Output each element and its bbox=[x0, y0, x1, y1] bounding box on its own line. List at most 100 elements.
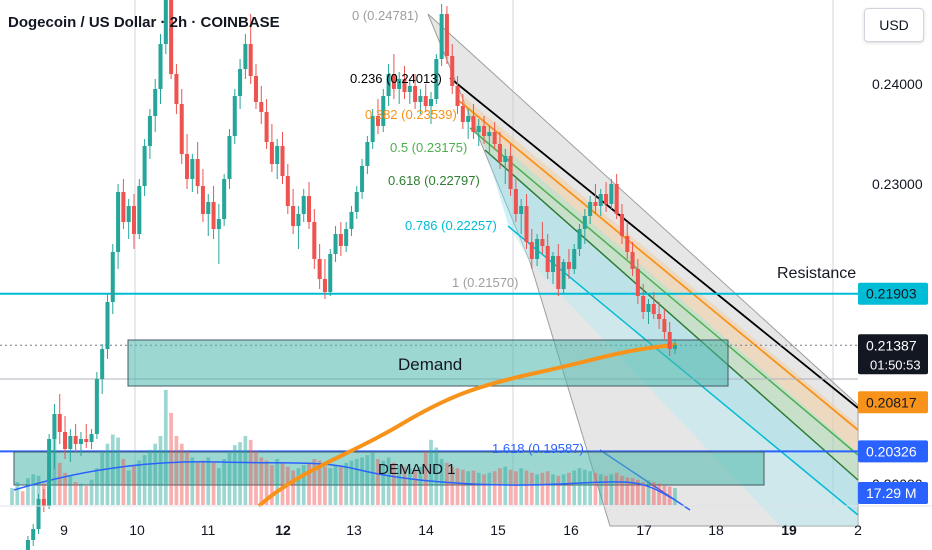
volume-bar bbox=[227, 451, 232, 505]
wave-label: 1 bbox=[200, 249, 207, 263]
volume-bar bbox=[153, 443, 158, 505]
candle-body bbox=[116, 192, 121, 252]
candle-body bbox=[434, 59, 439, 99]
volume-bar bbox=[577, 468, 582, 505]
candle-body bbox=[68, 436, 73, 449]
x-tick-label: 18 bbox=[708, 522, 724, 538]
volume-bar bbox=[423, 451, 428, 505]
x-tick-label: 12 bbox=[275, 522, 291, 538]
volume-bar bbox=[381, 460, 386, 505]
demand-1-label: DEMAND 1 bbox=[378, 461, 456, 478]
volume-bar bbox=[105, 443, 110, 505]
candle-body bbox=[163, 0, 168, 44]
fib-fan-0236 bbox=[449, 77, 859, 409]
candle-body bbox=[105, 302, 110, 349]
volume-bar bbox=[280, 462, 285, 505]
candle-body bbox=[89, 434, 94, 442]
volume-bar bbox=[110, 434, 115, 505]
candle-body bbox=[487, 132, 492, 136]
volume-bar bbox=[291, 470, 295, 505]
candle-body bbox=[439, 14, 444, 59]
candle-body bbox=[169, 0, 174, 74]
volume-bar bbox=[26, 478, 30, 505]
volume-bar bbox=[540, 472, 545, 505]
fib-band-green bbox=[470, 118, 858, 480]
candle-body bbox=[503, 156, 508, 162]
volume-bar bbox=[333, 465, 338, 505]
volume-bar bbox=[625, 477, 630, 505]
volume-bar bbox=[243, 436, 248, 505]
wave-label: 3 bbox=[838, 247, 845, 261]
candle-body bbox=[222, 179, 227, 219]
volume-bar bbox=[163, 390, 168, 505]
volume-bar bbox=[296, 468, 301, 505]
volume-bar bbox=[126, 470, 131, 505]
volume-bar bbox=[206, 457, 211, 505]
volume-bar bbox=[429, 439, 433, 505]
volume-bar bbox=[662, 485, 667, 505]
volume-bar bbox=[519, 468, 524, 505]
fib-level-label: 0.786 (0.22257) bbox=[405, 218, 497, 233]
volume-bar bbox=[641, 482, 646, 505]
volume-bar bbox=[57, 462, 62, 505]
candle-body bbox=[550, 256, 556, 272]
fib-level-label: 0.236 (0.24013) bbox=[350, 71, 442, 86]
volume-bar bbox=[270, 465, 274, 505]
volume-bar bbox=[195, 462, 200, 505]
volume-bar bbox=[397, 465, 402, 505]
volume-bar bbox=[498, 468, 502, 505]
volume-bar bbox=[116, 437, 120, 505]
candle-body bbox=[52, 414, 57, 439]
volume-bar bbox=[551, 474, 555, 505]
candle-body bbox=[317, 259, 322, 279]
volume-bar bbox=[588, 471, 592, 505]
volume-bar bbox=[360, 457, 364, 505]
volume-bar bbox=[132, 465, 136, 505]
volume-bar bbox=[275, 459, 280, 505]
candle-body bbox=[540, 239, 545, 246]
volume-bar bbox=[667, 486, 672, 505]
x-tick-label: 17 bbox=[636, 522, 652, 538]
candle-body bbox=[466, 116, 471, 122]
candle-body bbox=[121, 192, 126, 222]
candle-body bbox=[402, 79, 407, 92]
volume-bar bbox=[338, 466, 343, 505]
candle-body bbox=[630, 252, 635, 269]
volume-bar bbox=[349, 460, 354, 505]
candle-body bbox=[84, 439, 89, 442]
candle-body bbox=[41, 499, 46, 506]
volume-bar bbox=[413, 470, 417, 505]
fib-level-label: 0 (0.24781) bbox=[352, 8, 419, 23]
candle-body bbox=[227, 136, 232, 179]
price-tag-label: 0.21903 bbox=[866, 286, 917, 302]
candle-body bbox=[126, 206, 131, 222]
candle-body bbox=[646, 304, 651, 312]
candle-body bbox=[529, 242, 534, 259]
candle-body bbox=[110, 252, 115, 302]
volume-bar bbox=[471, 470, 476, 505]
candle-body bbox=[344, 229, 349, 246]
candle-body bbox=[206, 202, 211, 214]
candle-body bbox=[561, 262, 566, 289]
volume-bar bbox=[609, 474, 614, 505]
resistance-label: Resistance bbox=[777, 265, 856, 282]
volume-bar bbox=[450, 466, 455, 505]
candle-body bbox=[641, 296, 646, 312]
candle-body bbox=[535, 239, 540, 259]
volume-ma-line bbox=[13, 461, 676, 501]
volume-bar bbox=[169, 413, 173, 505]
demand-1-zone bbox=[13, 451, 765, 486]
currency-selector[interactable]: USD bbox=[864, 8, 924, 42]
candle-body bbox=[588, 202, 593, 216]
price-tag bbox=[858, 482, 928, 504]
candle-body bbox=[142, 146, 147, 186]
candle-body bbox=[598, 194, 603, 206]
candle-body bbox=[31, 529, 36, 540]
volume-bar bbox=[614, 472, 619, 505]
volume-bar bbox=[455, 468, 460, 505]
candle-body bbox=[307, 196, 312, 222]
candle-body bbox=[370, 116, 375, 142]
candle-body bbox=[625, 236, 630, 252]
